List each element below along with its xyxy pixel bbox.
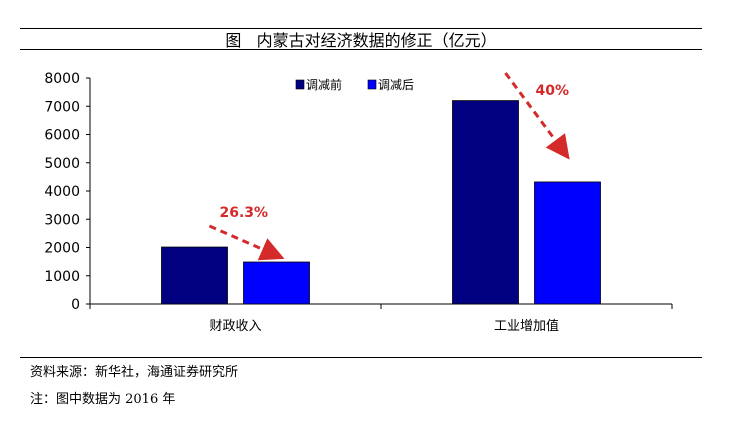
reduction-label: 40%	[536, 83, 570, 99]
data-note: 注：图中数据为 2016 年	[30, 392, 176, 407]
x-tick-label: 财政收入	[209, 319, 261, 334]
title-bottom-rule	[20, 49, 702, 50]
footer-rule	[20, 357, 702, 358]
legend-swatch	[367, 79, 377, 90]
legend-label: 调减后	[378, 78, 414, 92]
y-tick-label: 1000	[44, 269, 80, 285]
y-tick-label: 8000	[44, 71, 80, 87]
bar	[243, 261, 310, 305]
y-tick-label: 0	[71, 297, 80, 313]
y-tick-label: 2000	[44, 241, 80, 257]
y-tick-label: 7000	[44, 99, 80, 115]
reduction-arrow	[504, 72, 570, 160]
y-tick-label: 3000	[44, 212, 80, 228]
y-tick-label: 6000	[44, 128, 80, 144]
title-top-rule	[20, 28, 702, 29]
chart-title: 图 内蒙古对经济数据的修正（亿元）	[225, 31, 497, 50]
bar	[534, 181, 601, 305]
y-tick-label: 4000	[44, 184, 80, 200]
legend-swatch	[295, 79, 305, 90]
x-tick-label: 工业增加值	[494, 318, 559, 334]
source-note: 资料来源：新华社，海通证券研究所	[30, 365, 239, 380]
y-tick-label: 5000	[44, 156, 80, 172]
legend-label: 调减前	[306, 77, 342, 92]
bar	[452, 100, 519, 305]
bar	[161, 246, 228, 305]
reduction-label: 26.3%	[220, 205, 269, 221]
